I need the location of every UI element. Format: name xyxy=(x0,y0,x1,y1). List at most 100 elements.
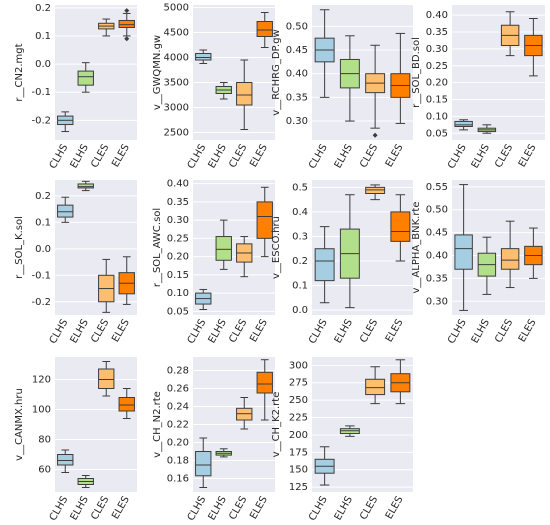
box xyxy=(365,378,386,396)
y-tick-label: 0.10 xyxy=(426,111,448,122)
y-tick-label: -0.2 xyxy=(31,115,51,126)
x-tick-label: CLHS xyxy=(186,318,209,346)
x-tick-label: CLHS xyxy=(307,143,330,171)
y-tick-label: -0.2 xyxy=(31,297,51,308)
box xyxy=(215,236,232,261)
y-axis-label: r__SOL_AWC.sol xyxy=(152,208,163,287)
y-tick-label: 4000 xyxy=(164,53,189,64)
y-tick-label: -0.1 xyxy=(31,270,51,281)
x-tick-label: ELHS xyxy=(470,318,492,346)
x-tick-label: CLES xyxy=(227,495,249,522)
y-tick-label: 0.2 xyxy=(35,3,51,14)
x-tick-label: CLHS xyxy=(48,143,71,171)
x-tick-label: CLES xyxy=(358,318,380,345)
y-tick-label: 0.0 xyxy=(292,305,308,316)
box xyxy=(195,53,212,61)
x-tick-label: CLHS xyxy=(307,318,330,346)
y-axis-label: v__CH_N2.rte xyxy=(152,391,163,458)
x-tick-label: ELHS xyxy=(470,143,492,171)
outlier xyxy=(124,36,130,42)
x-tick-label: ELES xyxy=(248,495,270,522)
x-tick-label: CLHS xyxy=(48,318,71,346)
y-tick-label: 0.50 xyxy=(426,205,448,216)
box xyxy=(365,186,386,194)
x-tick-label: CLES xyxy=(227,143,249,170)
x-tick-label: CLES xyxy=(493,318,515,345)
x-tick-label: CLES xyxy=(227,318,249,345)
x-tick-label: CLHS xyxy=(48,495,71,523)
y-tick-label: 0.26 xyxy=(167,384,189,395)
y-tick-label: 120 xyxy=(32,375,51,386)
y-tick-label: 250 xyxy=(289,395,308,406)
y-tick-label: 0.4 xyxy=(292,207,308,218)
y-tick-label: 0.35 xyxy=(426,273,448,284)
x-tick-label: ELES xyxy=(517,143,539,170)
y-tick-label: 0.24 xyxy=(167,402,189,413)
y-tick-label: 0.22 xyxy=(167,420,189,431)
x-tick-label: ELES xyxy=(110,143,132,170)
x-tick-label: ELHS xyxy=(207,495,229,523)
y-tick-label: 0.30 xyxy=(286,116,308,127)
box xyxy=(454,120,473,127)
y-tick-label: 0.1 xyxy=(292,281,308,292)
x-tick-label: CLES xyxy=(358,143,380,170)
y-tick-label: 0.0 xyxy=(35,59,51,70)
x-tick-label: ELES xyxy=(517,318,539,345)
x-tick-label: CLHS xyxy=(186,495,209,523)
y-tick-label: 80 xyxy=(38,435,51,446)
y-tick-label: 0.35 xyxy=(286,92,308,103)
y-tick-label: 275 xyxy=(289,378,308,389)
y-tick-label: 0.18 xyxy=(167,456,189,467)
x-tick-label: CLES xyxy=(358,495,380,522)
x-tick-label: ELHS xyxy=(69,143,91,171)
y-tick-label: 0.16 xyxy=(167,474,189,485)
plot-background xyxy=(452,5,545,140)
x-tick-label: CLHS xyxy=(307,495,330,523)
y-tick-label: 0.30 xyxy=(426,44,448,55)
box xyxy=(195,451,212,477)
y-tick-label: 0.3 xyxy=(292,231,308,242)
y-tick-label: 0.40 xyxy=(286,69,308,80)
y-tick-label: 2500 xyxy=(164,128,189,139)
y-tick-label: 0.40 xyxy=(426,251,448,262)
box xyxy=(57,454,74,466)
x-tick-label: ELES xyxy=(248,318,270,345)
y-tick-label: 100 xyxy=(32,405,51,416)
x-tick-label: ELHS xyxy=(333,495,355,523)
box xyxy=(454,234,473,270)
y-tick-label: 0.0 xyxy=(35,244,51,255)
y-tick-label: 0.5 xyxy=(292,182,308,193)
y-tick-label: 125 xyxy=(289,482,308,493)
y-axis-label: v__GWQMN.gw xyxy=(152,35,163,110)
y-tick-label: 0.2 xyxy=(35,191,51,202)
x-tick-label: ELES xyxy=(384,318,406,345)
box xyxy=(118,397,135,412)
x-tick-label: ELES xyxy=(384,495,406,522)
outlier xyxy=(124,8,130,14)
x-tick-label: CLES xyxy=(89,143,111,170)
y-tick-label: 0.50 xyxy=(286,21,308,32)
x-tick-label: ELES xyxy=(110,495,132,522)
x-tick-label: CLES xyxy=(89,495,111,522)
y-tick-label: 300 xyxy=(289,360,308,371)
y-tick-label: 0.20 xyxy=(167,438,189,449)
x-tick-label: ELHS xyxy=(333,318,355,346)
box xyxy=(500,248,520,270)
y-axis-label: r__SOL_BD.sol xyxy=(411,37,422,108)
box xyxy=(256,21,273,37)
box xyxy=(256,201,273,239)
y-tick-label: 0.10 xyxy=(167,288,189,299)
box xyxy=(390,211,411,242)
y-tick-label: 150 xyxy=(289,465,308,476)
y-tick-label: 0.45 xyxy=(286,45,308,56)
y-tick-label: 0.25 xyxy=(426,61,448,72)
box xyxy=(77,70,94,86)
box xyxy=(57,204,74,218)
y-tick-label: 200 xyxy=(289,430,308,441)
plot-background xyxy=(55,180,137,315)
y-tick-label: 0.20 xyxy=(167,252,189,263)
box xyxy=(98,368,115,389)
x-tick-label: ELES xyxy=(110,318,132,345)
x-tick-label: ELHS xyxy=(69,495,91,523)
